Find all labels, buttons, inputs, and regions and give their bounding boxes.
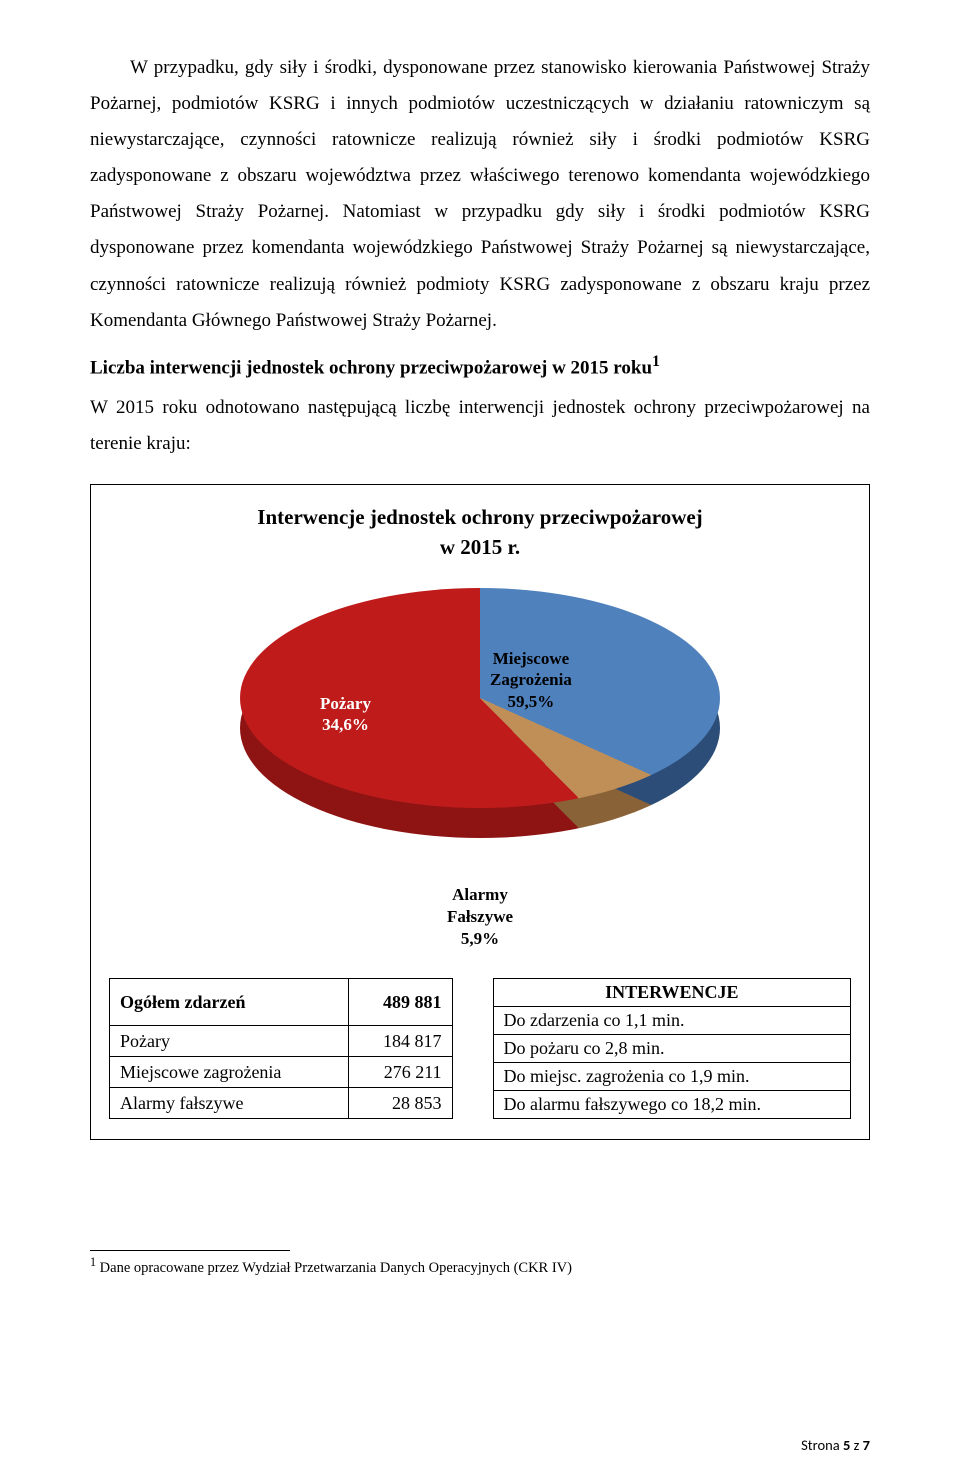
paragraph-1-text: W przypadku, gdy siły i środki, dysponow… (90, 57, 870, 331)
label-alarmy-l3: 5,9% (461, 929, 499, 948)
label-miejscowe-l2: Zagrożenia (490, 670, 572, 689)
table-right-cell: Do alarmu fałszywego co 18,2 min. (493, 1091, 850, 1119)
tables-row: Ogółem zdarzeń489 881Pożary184 817Miejsc… (91, 978, 869, 1119)
label-alarmy-l2: Fałszywe (447, 907, 513, 926)
page-sep: z (850, 1436, 862, 1454)
table-left-label: Ogółem zdarzeń (110, 979, 349, 1026)
pie-chart-container: Interwencje jednostek ochrony przeciwpoż… (90, 484, 870, 1140)
paragraph-2: W 2015 roku odnotowano następującą liczb… (90, 390, 870, 462)
table-row: Miejscowe zagrożenia276 211 (110, 1057, 453, 1088)
table-left-value: 28 853 (348, 1088, 452, 1119)
chart-title-line1: Interwencje jednostek ochrony przeciwpoż… (257, 505, 702, 529)
table-row: Do pożaru co 2,8 min. (493, 1035, 850, 1063)
label-miejscowe: Miejscowe Zagrożenia 59,5% (490, 648, 572, 712)
label-miejscowe-l3: 59,5% (508, 692, 555, 711)
label-pozary-l1: Pożary (320, 694, 371, 713)
page-label-prefix: Strona (801, 1436, 843, 1454)
table-row: Pożary184 817 (110, 1026, 453, 1057)
table-left-value: 184 817 (348, 1026, 452, 1057)
table-row: Do miejsc. zagrożenia co 1,9 min. (493, 1063, 850, 1091)
label-alarmy: Alarmy Fałszywe 5,9% (91, 884, 869, 950)
table-row: Alarmy fałszywe28 853 (110, 1088, 453, 1119)
footnote-rule (90, 1250, 290, 1251)
table-right-cell: Do pożaru co 2,8 min. (493, 1035, 850, 1063)
label-pozary: Pożary 34,6% (320, 693, 371, 736)
page-total: 7 (863, 1436, 870, 1454)
label-pozary-l2: 34,6% (322, 715, 369, 734)
pie-top (240, 588, 720, 808)
table-row: Ogółem zdarzeń489 881 (110, 979, 453, 1026)
section-heading-sup: 1 (652, 353, 660, 370)
table-right-cell: Do zdarzenia co 1,1 min. (493, 1007, 850, 1035)
table-left-label: Alarmy fałszywe (110, 1088, 349, 1119)
footnote-text: Dane opracowane przez Wydział Przetwarza… (96, 1260, 572, 1276)
section-heading-text: Liczba interwencji jednostek ochrony prz… (90, 357, 652, 378)
page-number: Strona 5 z 7 (801, 1436, 870, 1454)
label-alarmy-l1: Alarmy (452, 885, 508, 904)
table-row: Do zdarzenia co 1,1 min. (493, 1007, 850, 1035)
table-right-cell: Do miejsc. zagrożenia co 1,9 min. (493, 1063, 850, 1091)
table-left-value: 489 881 (348, 979, 452, 1026)
label-miejscowe-l1: Miejscowe (493, 649, 569, 668)
pie-chart: Pożary 34,6% Miejscowe Zagrożenia 59,5% (240, 588, 720, 848)
table-left-value: 276 211 (348, 1057, 452, 1088)
footnote: 1 Dane opracowane przez Wydział Przetwar… (90, 1255, 870, 1277)
table-right-header: INTERWENCJE (493, 979, 850, 1007)
section-heading: Liczba interwencji jednostek ochrony prz… (90, 347, 870, 386)
chart-title-line2: w 2015 r. (440, 535, 520, 559)
table-right: INTERWENCJE Do zdarzenia co 1,1 min.Do p… (493, 978, 851, 1119)
table-left-label: Pożary (110, 1026, 349, 1057)
table-left-label: Miejscowe zagrożenia (110, 1057, 349, 1088)
paragraph-1: W przypadku, gdy siły i środki, dysponow… (90, 50, 870, 339)
table-left: Ogółem zdarzeń489 881Pożary184 817Miejsc… (109, 978, 453, 1119)
chart-title: Interwencje jednostek ochrony przeciwpoż… (91, 503, 869, 562)
table-row: Do alarmu fałszywego co 18,2 min. (493, 1091, 850, 1119)
page: W przypadku, gdy siły i środki, dysponow… (0, 0, 960, 1478)
